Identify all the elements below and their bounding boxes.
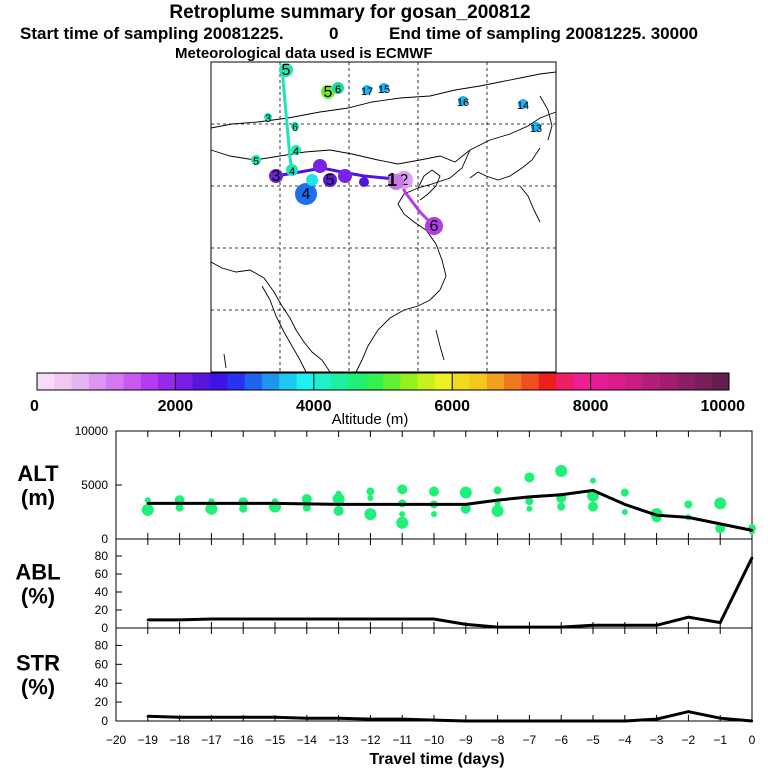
- trajectory-marker-label: 2: [400, 172, 409, 189]
- trajectory-marker: [332, 82, 344, 94]
- trajectory-marker: [279, 63, 293, 77]
- trajectory-dot: [313, 159, 327, 173]
- met-data-label: Meteorological data used is ECMWF: [175, 45, 433, 62]
- receptor-marker: 1: [387, 170, 397, 190]
- map-frame: [210, 61, 557, 373]
- end-time-label: End time of sampling 20081225. 30000: [389, 24, 698, 43]
- trajectory-marker-label: 4: [289, 166, 295, 178]
- trajectory-marker-label: 14: [517, 100, 529, 112]
- trajectory-marker-label: 3: [272, 168, 281, 185]
- trajectory-marker-label: 6: [430, 218, 439, 235]
- trajectory-marker: [264, 113, 272, 121]
- trajectory-marker: [286, 164, 298, 176]
- trajectory-marker: [458, 96, 468, 106]
- trajectory-dot: [338, 169, 352, 183]
- trajectory-marker: [321, 85, 335, 99]
- trajectory-marker-label: 5: [326, 172, 335, 189]
- trajectory-marker-label: 16: [457, 97, 469, 109]
- trajectory-marker: [291, 145, 301, 155]
- trajectory-marker: [291, 122, 299, 130]
- start-time-label: Start time of sampling 20081225.: [20, 24, 284, 43]
- trajectory-marker: [295, 183, 317, 205]
- trajectory-marker-label: 5: [282, 62, 291, 79]
- map-grid: [211, 62, 556, 372]
- trajectory-marker-label: 6: [292, 122, 298, 134]
- trajectory-marker-label: 17: [361, 86, 373, 98]
- trajectory-marker: [531, 122, 541, 132]
- trajectory-marker: [425, 217, 443, 235]
- trajectory-marker: [379, 83, 389, 93]
- chart-title: Retroplume summary for gosan_200812: [169, 2, 531, 23]
- trajectory-marker: [269, 169, 283, 183]
- trajectory-marker: [362, 85, 372, 95]
- trajectory-marker-label: 4: [302, 186, 311, 203]
- trajectory-marker-label: 3: [265, 113, 271, 125]
- trajectory-marker-label: 13: [530, 123, 542, 135]
- trajectory-marker: [518, 99, 528, 109]
- trajectory-marker-label: 5: [324, 84, 333, 101]
- start-time-hour: 0: [329, 24, 339, 43]
- trajectory-marker-label: 5: [253, 156, 259, 168]
- trajectory-marker: [251, 155, 261, 165]
- trajectory-dot: [388, 174, 404, 190]
- trajectory-dot: [359, 177, 369, 187]
- trajectory-marker-label: 4: [293, 146, 299, 158]
- trajectory-marker-label: 6: [335, 84, 341, 96]
- trajectory-dot: [306, 174, 318, 186]
- trajectory-marker-label: 15: [378, 84, 390, 96]
- trajectory-marker: [323, 173, 337, 187]
